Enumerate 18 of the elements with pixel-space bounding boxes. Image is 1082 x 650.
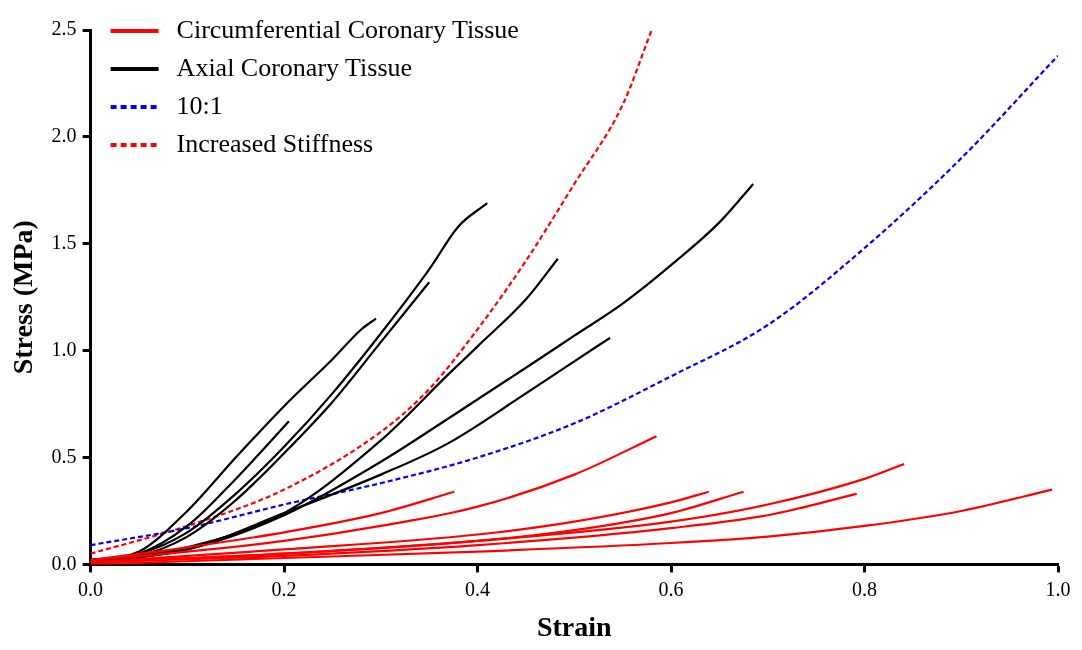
y-tick-label: 0.5 <box>51 444 77 467</box>
y-tick-label: 1.5 <box>51 231 77 254</box>
y-tick-label: 0.0 <box>51 551 77 574</box>
x-tick-label: 1.0 <box>1045 577 1071 600</box>
x-tick-label: 0.2 <box>271 577 297 600</box>
legend-label: Increased Stiffness <box>176 128 374 158</box>
x-tick-label: 0.6 <box>658 577 684 600</box>
y-tick-label: 2.5 <box>51 17 77 40</box>
legend-label: Circumferential Coronary Tissue <box>176 14 519 44</box>
legend-label: Axial Coronary Tissue <box>176 52 413 82</box>
x-axis-title: Strain <box>536 611 613 643</box>
y-tick-label: 2.0 <box>51 124 77 147</box>
y-tick-label: 1.0 <box>51 337 77 360</box>
x-tick-label: 0.4 <box>465 577 491 600</box>
y-axis-title: Stress (MPa) <box>7 220 39 375</box>
legend-label: 10:1 <box>176 90 223 120</box>
x-tick-label: 0.8 <box>852 577 878 600</box>
x-tick-label: 0.0 <box>78 577 104 600</box>
